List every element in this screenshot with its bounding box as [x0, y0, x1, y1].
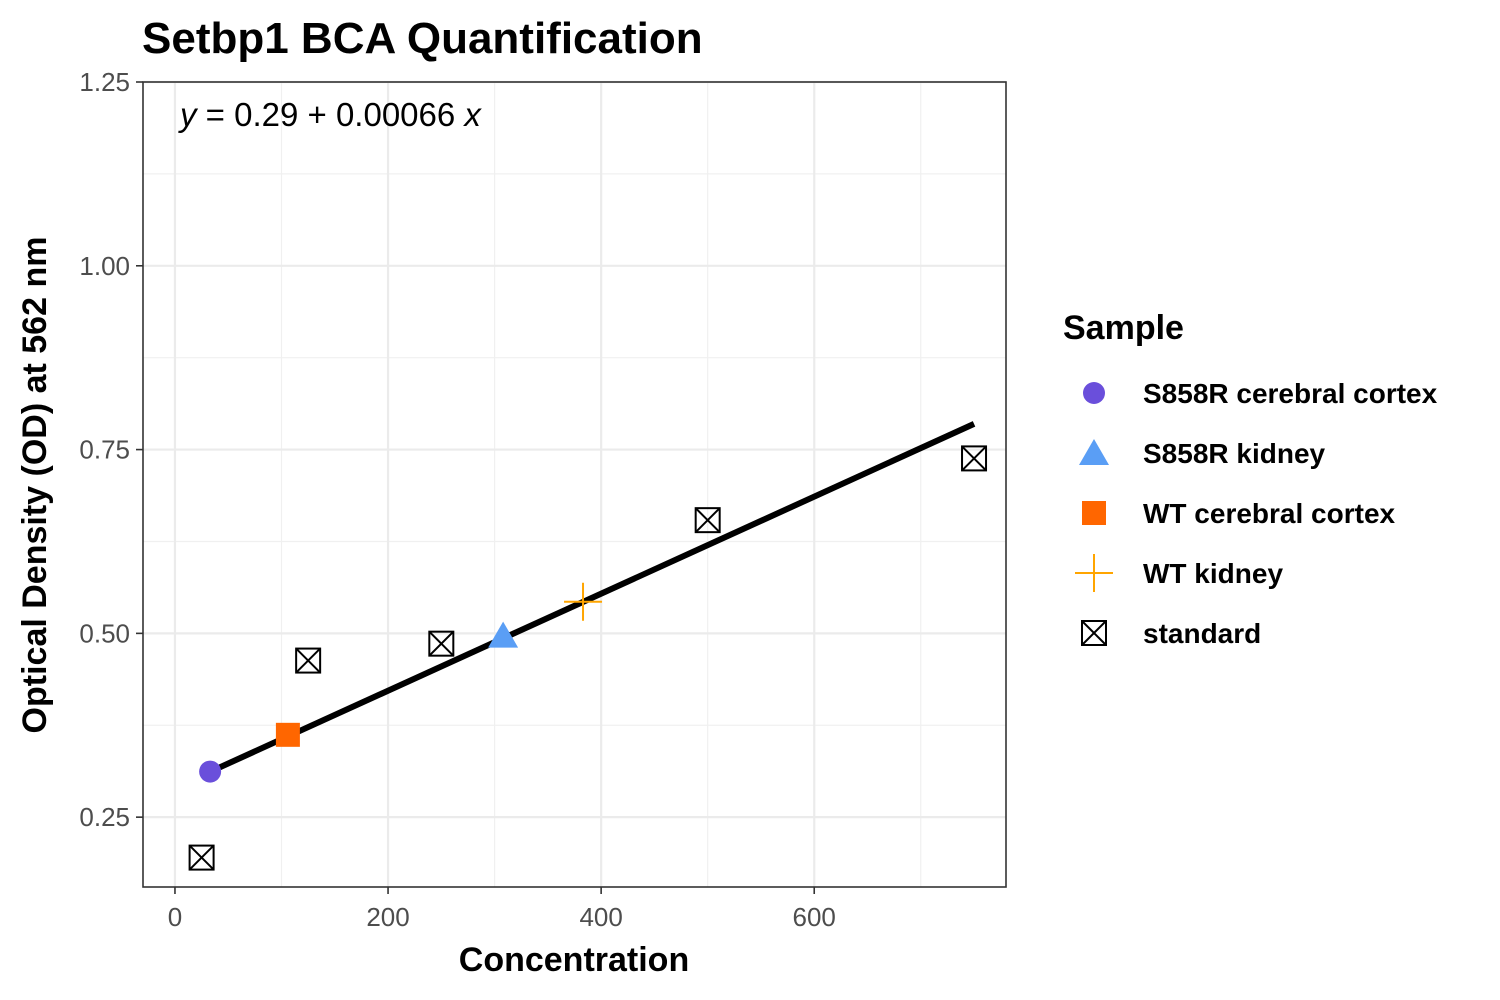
y-tick-label: 1.25: [79, 67, 130, 97]
plot-panel: y = 0.29 + 0.00066 x: [142, 80, 1007, 888]
x-axis: 0 200 400 600: [168, 887, 836, 932]
x-tick-label: 600: [793, 902, 836, 932]
equation-x-var: x: [462, 96, 482, 133]
data-point: [275, 722, 300, 747]
legend-label: S858R cerebral cortex: [1143, 378, 1438, 409]
legend-item: S858R cerebral cortex: [1083, 378, 1438, 409]
panel-background: [143, 82, 1006, 887]
y-tick-label: 1.00: [79, 251, 130, 281]
data-point: [694, 507, 721, 534]
legend-label: WT cerebral cortex: [1143, 498, 1396, 529]
marker-triangle: [1079, 439, 1109, 465]
data-point: [428, 630, 455, 657]
legend-item: S858R kidney: [1079, 438, 1326, 469]
marker-square: [1082, 501, 1106, 525]
marker-triangle: [488, 621, 519, 648]
marker-square: [275, 722, 300, 747]
marker-box: [295, 647, 322, 674]
legend: Sample S858R cerebral cortex S858R kidney…: [1063, 309, 1438, 649]
equation-body: = 0.29 + 0.00066: [197, 96, 465, 133]
data-point: [188, 844, 215, 871]
legend-key: [1075, 554, 1113, 592]
legend-label: S858R kidney: [1143, 438, 1326, 469]
marker-box: [428, 630, 455, 657]
marker-circle: [1083, 382, 1105, 404]
regression-equation: y = 0.29 + 0.00066 x: [178, 96, 482, 133]
marker-box: [1081, 620, 1107, 646]
legend-item: standard: [1081, 618, 1261, 649]
marker-circle: [199, 760, 222, 783]
fit-line-group: [205, 421, 976, 776]
marker-x2: [1081, 620, 1107, 646]
x-tick-label: 0: [168, 902, 182, 932]
legend-key: [1082, 501, 1106, 525]
x-tick-label: 400: [579, 902, 622, 932]
marker-x2: [295, 647, 321, 674]
marker-x2: [694, 507, 721, 533]
legend-item: WT kidney: [1075, 554, 1283, 592]
fit-line: [205, 421, 976, 776]
y-tick-label: 0.25: [79, 802, 130, 832]
panel-border: [142, 81, 1007, 888]
data-point: [564, 582, 603, 621]
legend-key: [1079, 439, 1109, 465]
marker-box: [961, 445, 988, 472]
data-point: [488, 621, 519, 648]
data-point: [961, 445, 988, 472]
legend-key: [1081, 620, 1107, 646]
x-axis-title: Concentration: [459, 941, 689, 979]
marker-x2: [428, 630, 455, 657]
chart-title: Setbp1 BCA Quantification: [142, 14, 703, 63]
y-axis: 0.25 0.50 0.75 1.00 1.25: [79, 67, 143, 832]
marker-x2: [961, 445, 987, 472]
data-point: [295, 647, 322, 674]
legend-item: WT cerebral cortex: [1082, 498, 1396, 529]
legend-key: [1083, 382, 1105, 404]
marker-box: [694, 507, 721, 534]
y-tick-label: 0.75: [79, 435, 130, 465]
legend-title: Sample: [1063, 309, 1184, 347]
legend-label: standard: [1143, 618, 1261, 649]
y-tick-label: 0.50: [79, 618, 130, 648]
data-point: [199, 760, 222, 783]
equation-y-var: y: [178, 96, 199, 133]
data-points: [188, 445, 988, 871]
marker-x2: [188, 844, 215, 871]
y-axis-title: Optical Density (OD) at 562 nm: [16, 237, 54, 734]
legend-items: S858R cerebral cortex S858R kidney WT cere…: [1075, 378, 1438, 649]
legend-label: WT kidney: [1143, 558, 1283, 589]
x-tick-label: 200: [366, 902, 409, 932]
marker-box: [188, 844, 215, 871]
